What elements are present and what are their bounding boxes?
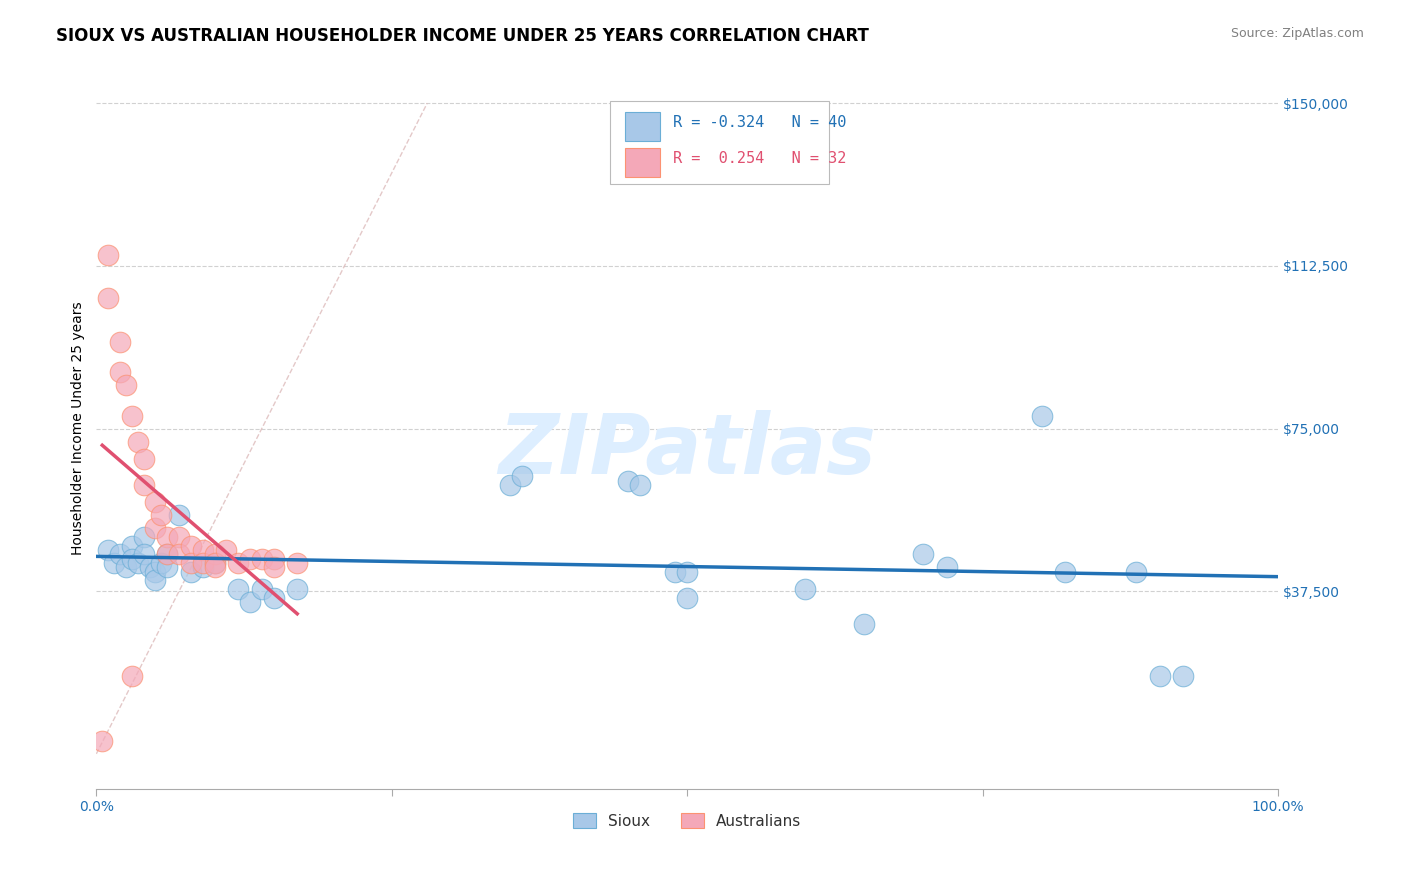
Point <box>180 565 202 579</box>
Point <box>121 409 143 423</box>
Point <box>191 543 214 558</box>
Point <box>794 582 817 596</box>
Point <box>250 551 273 566</box>
Point <box>132 530 155 544</box>
Point <box>145 521 167 535</box>
Point <box>1054 565 1077 579</box>
Point <box>97 248 120 262</box>
Point <box>499 478 522 492</box>
Point <box>215 543 238 558</box>
Point <box>263 560 285 574</box>
Point <box>91 734 114 748</box>
Point <box>103 556 125 570</box>
Point <box>226 582 249 596</box>
Text: ZIPatlas: ZIPatlas <box>498 409 876 491</box>
Point <box>167 530 190 544</box>
Point <box>250 582 273 596</box>
Point <box>263 551 285 566</box>
Point <box>180 539 202 553</box>
Point <box>145 495 167 509</box>
Point <box>239 595 262 609</box>
Point <box>97 543 120 558</box>
Point <box>167 547 190 561</box>
Point <box>167 508 190 523</box>
Text: R = -0.324   N = 40: R = -0.324 N = 40 <box>673 115 846 130</box>
Point <box>156 547 179 561</box>
Point <box>108 365 131 379</box>
Point <box>204 556 226 570</box>
Point <box>204 560 226 574</box>
Point <box>628 478 651 492</box>
Point <box>936 560 959 574</box>
Point <box>156 560 179 574</box>
Point <box>676 591 699 605</box>
Point <box>108 547 131 561</box>
Point <box>204 556 226 570</box>
Bar <box>624 148 659 177</box>
Point <box>145 565 167 579</box>
Point <box>145 574 167 588</box>
Point <box>617 474 640 488</box>
Point <box>285 556 308 570</box>
Point <box>204 547 226 561</box>
Point <box>285 582 308 596</box>
Point <box>1149 669 1171 683</box>
Point <box>1125 565 1147 579</box>
Point <box>263 591 285 605</box>
Point <box>108 334 131 349</box>
Point <box>664 565 686 579</box>
Point <box>97 292 120 306</box>
Point <box>150 556 173 570</box>
Point <box>1031 409 1053 423</box>
Point <box>132 547 155 561</box>
Point <box>127 556 149 570</box>
Point <box>676 565 699 579</box>
Point <box>132 478 155 492</box>
Bar <box>624 112 659 141</box>
Point <box>132 451 155 466</box>
Point <box>239 551 262 566</box>
Point <box>191 556 214 570</box>
Text: SIOUX VS AUSTRALIAN HOUSEHOLDER INCOME UNDER 25 YEARS CORRELATION CHART: SIOUX VS AUSTRALIAN HOUSEHOLDER INCOME U… <box>56 27 869 45</box>
Point <box>1173 669 1195 683</box>
Point <box>150 508 173 523</box>
Point <box>127 434 149 449</box>
Point <box>156 547 179 561</box>
Text: Source: ZipAtlas.com: Source: ZipAtlas.com <box>1230 27 1364 40</box>
Point <box>156 530 179 544</box>
Point <box>115 378 138 392</box>
Point <box>115 560 138 574</box>
Point <box>226 556 249 570</box>
Point <box>121 539 143 553</box>
Point <box>121 551 143 566</box>
Text: R =  0.254   N = 32: R = 0.254 N = 32 <box>673 151 846 166</box>
Point <box>121 669 143 683</box>
Y-axis label: Householder Income Under 25 years: Householder Income Under 25 years <box>72 301 86 556</box>
Point <box>191 560 214 574</box>
Point <box>138 560 160 574</box>
Bar <box>610 101 830 184</box>
Point <box>510 469 533 483</box>
Legend: Sioux, Australians: Sioux, Australians <box>567 806 807 835</box>
Point <box>180 556 202 570</box>
Point <box>912 547 935 561</box>
Point <box>853 616 876 631</box>
